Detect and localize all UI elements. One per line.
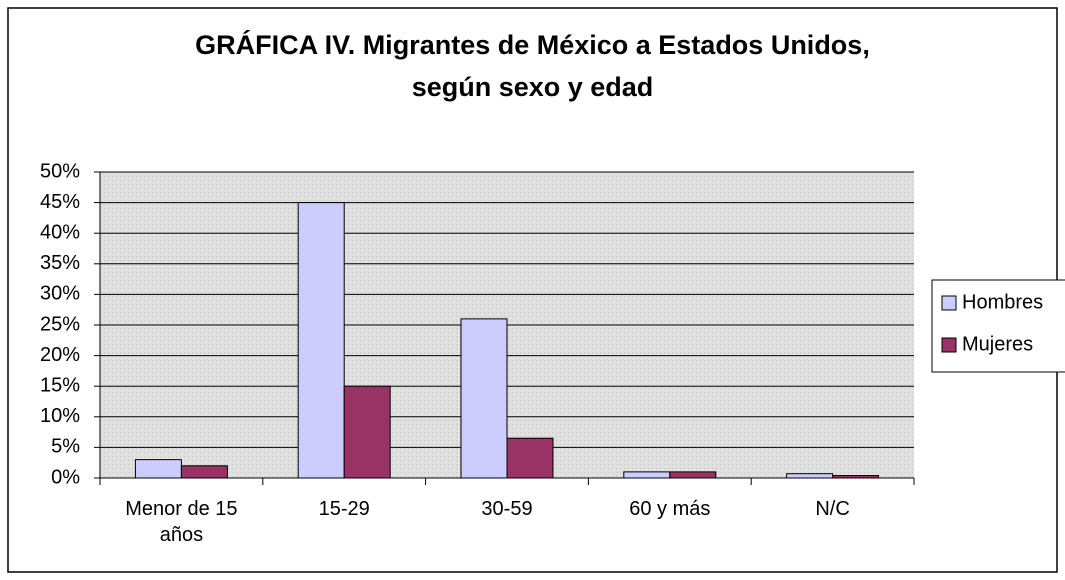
- y-tick-label: 0%: [51, 466, 80, 488]
- legend-swatch: [941, 295, 957, 311]
- bar: [786, 473, 834, 479]
- bar: [623, 471, 671, 479]
- y-tick-label: 30%: [40, 283, 80, 305]
- y-tick-label: 5%: [51, 436, 80, 458]
- bar: [134, 459, 182, 479]
- x-tick-label: 60 y más: [629, 498, 711, 520]
- bar: [343, 385, 391, 479]
- y-tick-label: 45%: [40, 191, 80, 213]
- bar: [669, 471, 717, 479]
- y-tick-label: 20%: [40, 344, 80, 366]
- chart-title: GRÁFICA IV. Migrantes de México a Estado…: [195, 30, 870, 60]
- x-tick-label: 30-59: [481, 498, 533, 520]
- x-tick-label: 15-29: [318, 498, 370, 520]
- y-tick-label: 10%: [40, 405, 80, 427]
- bar: [297, 202, 345, 479]
- y-tick-label: 25%: [40, 313, 80, 335]
- y-tick-label: 40%: [40, 221, 80, 243]
- bar: [506, 437, 554, 479]
- bar: [460, 318, 508, 479]
- legend-box: [931, 279, 1065, 373]
- x-tick-label: Menor de 15 años: [125, 498, 238, 546]
- x-tick-label: N/C: [815, 498, 850, 520]
- legend-swatch: [941, 337, 957, 353]
- legend-label: Hombres: [962, 291, 1043, 313]
- chart-title: según sexo y edad: [411, 72, 654, 102]
- y-tick-label: 15%: [40, 374, 80, 396]
- y-tick-label: 50%: [40, 160, 80, 182]
- legend-label: Mujeres: [962, 333, 1033, 355]
- y-tick-label: 35%: [40, 252, 80, 274]
- bar: [180, 465, 228, 479]
